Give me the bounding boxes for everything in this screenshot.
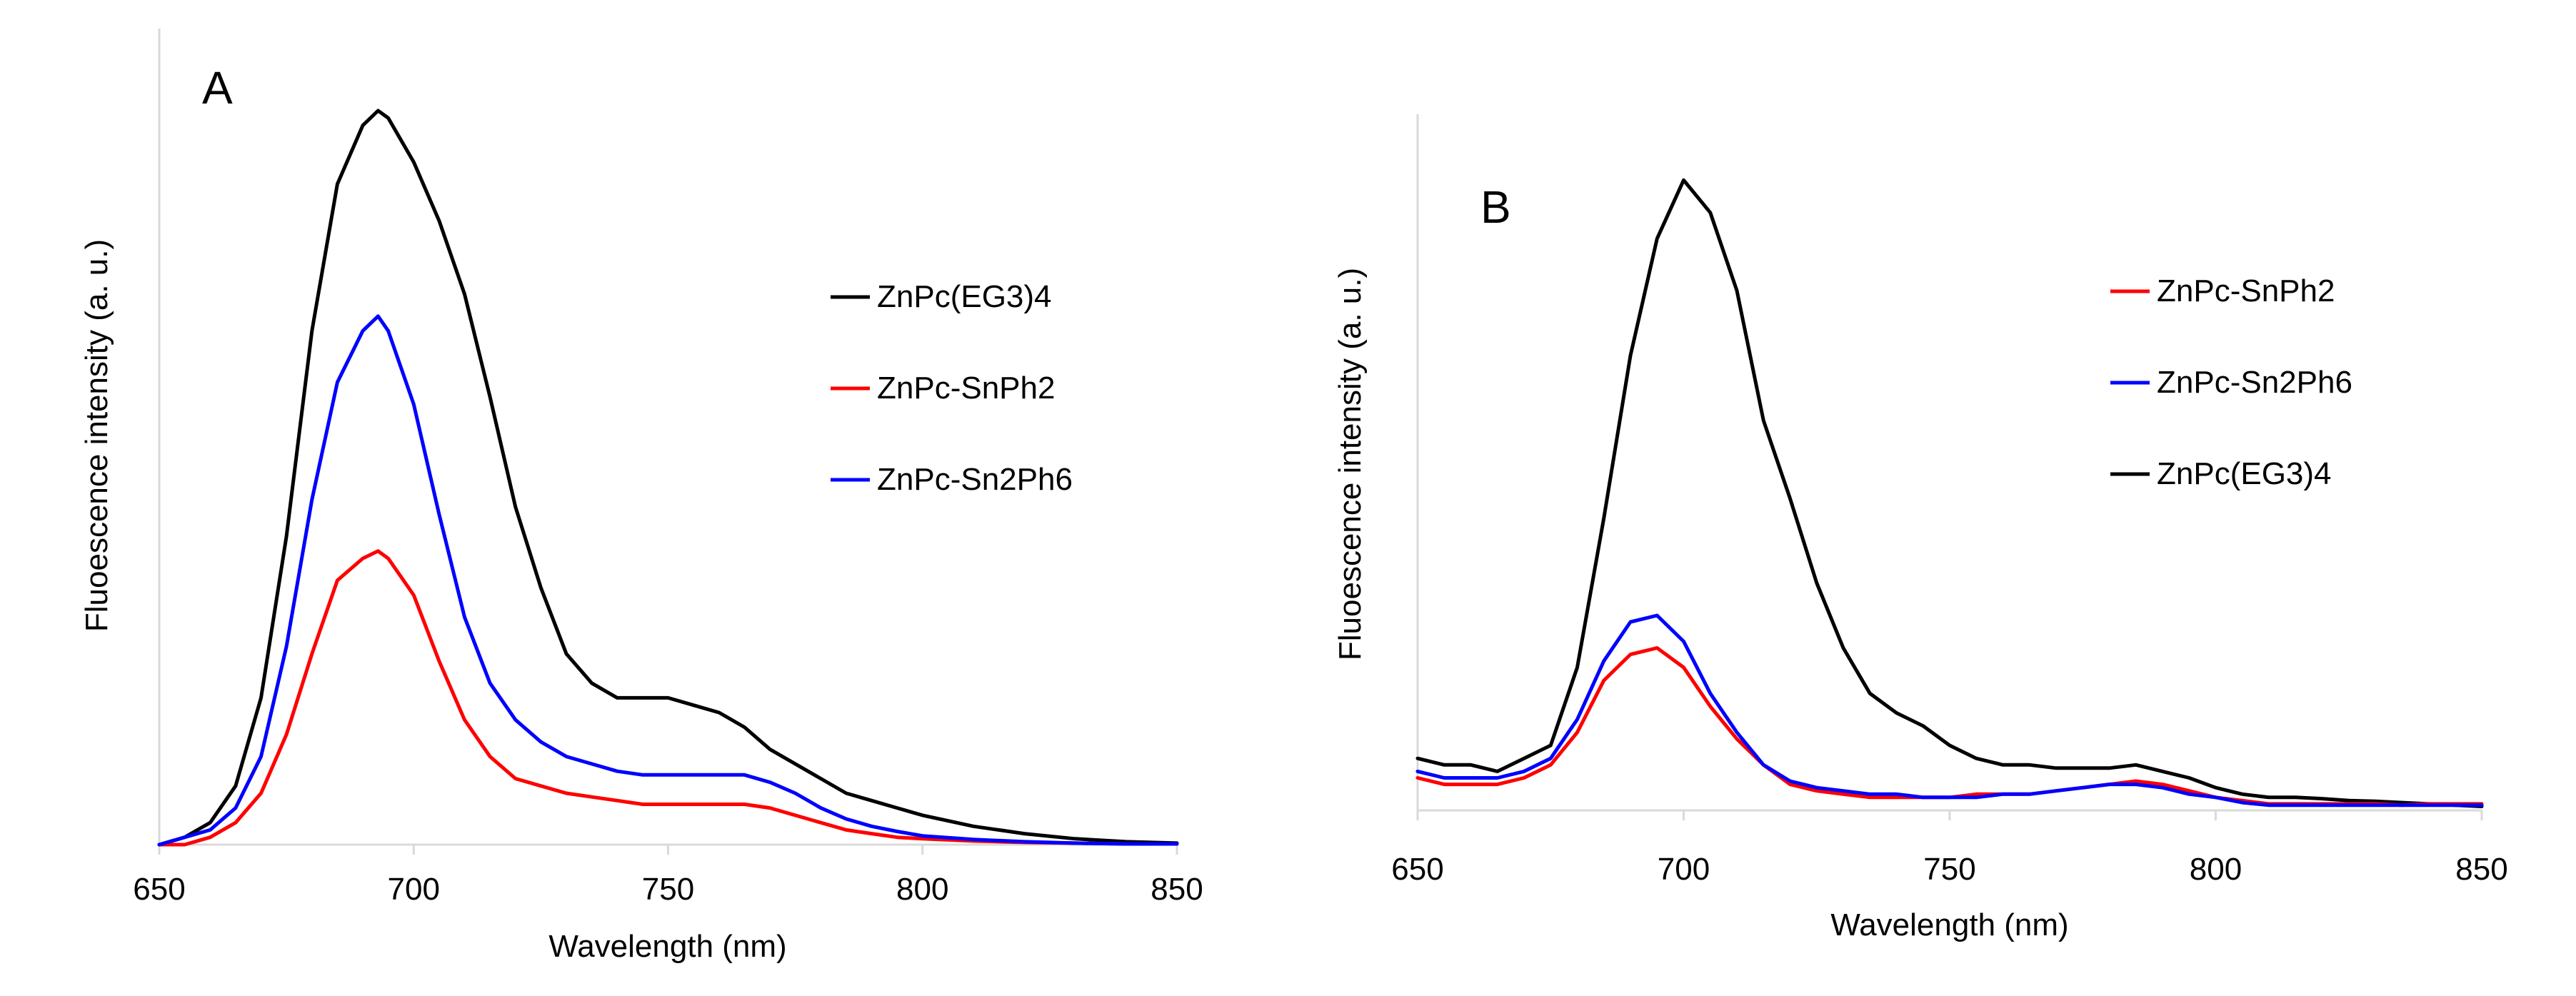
- panel-b-chart: B 650 700 750 800 850 Wavelength (nm) Fluoes…: [1333, 114, 2508, 942]
- legend-label: ZnPc-Sn2Ph6: [877, 462, 1073, 497]
- legend-label: ZnPc(EG3)4: [2157, 456, 2332, 491]
- series-line-znpc-snph2: [157, 549, 1179, 847]
- x-ticks-a: 650 700 750 800 850: [133, 845, 1203, 907]
- legend-b: ZnPc-SnPh2 ZnPc-Sn2Ph6 ZnPc(EG3)4: [2110, 273, 2352, 491]
- legend-a: ZnPc(EG3)4 ZnPc-SnPh2 ZnPc-Sn2Ph6: [831, 279, 1073, 497]
- x-tick-label: 650: [133, 872, 185, 907]
- panel-label-a: A: [202, 62, 233, 114]
- legend-label: ZnPc-Sn2Ph6: [2157, 365, 2352, 400]
- series-b: [1415, 178, 2484, 808]
- x-axis-title-b: Wavelength (nm): [1830, 907, 2068, 942]
- x-tick-label: 750: [1923, 852, 1975, 887]
- legend-label: ZnPc(EG3)4: [877, 279, 1052, 314]
- x-tick-label: 750: [642, 872, 694, 907]
- x-tick-label: 700: [388, 872, 440, 907]
- x-tick-label: 800: [2190, 852, 2242, 887]
- x-axis-title-a: Wavelength (nm): [548, 929, 786, 964]
- series-line-znpc-sn2ph6: [1415, 613, 2484, 808]
- y-axis-title-a: Fluoescence intensity (a. u.): [79, 239, 114, 632]
- legend-label: ZnPc-SnPh2: [877, 371, 1055, 406]
- legend-label: ZnPc-SnPh2: [2157, 273, 2335, 308]
- x-tick-label: 850: [1151, 872, 1203, 907]
- panel-a-chart: A 650 700 750 800 850 Wavelength (nm) Fluoes…: [79, 29, 1203, 964]
- series-line-znpc-eg3-4: [157, 109, 1179, 847]
- x-ticks-b: 650 700 750 800 850: [1391, 810, 2508, 887]
- panel-label-b: B: [1480, 181, 1511, 233]
- x-tick-label: 850: [2455, 852, 2507, 887]
- series-a: [157, 109, 1179, 847]
- x-tick-label: 700: [1658, 852, 1710, 887]
- series-line-znpc-eg3-4: [1415, 178, 2484, 808]
- series-line-znpc-sn2ph6: [157, 314, 1179, 847]
- y-axis-title-b: Fluoescence intensity (a. u.): [1333, 268, 1368, 660]
- x-tick-label: 800: [896, 872, 948, 907]
- x-tick-label: 650: [1391, 852, 1443, 887]
